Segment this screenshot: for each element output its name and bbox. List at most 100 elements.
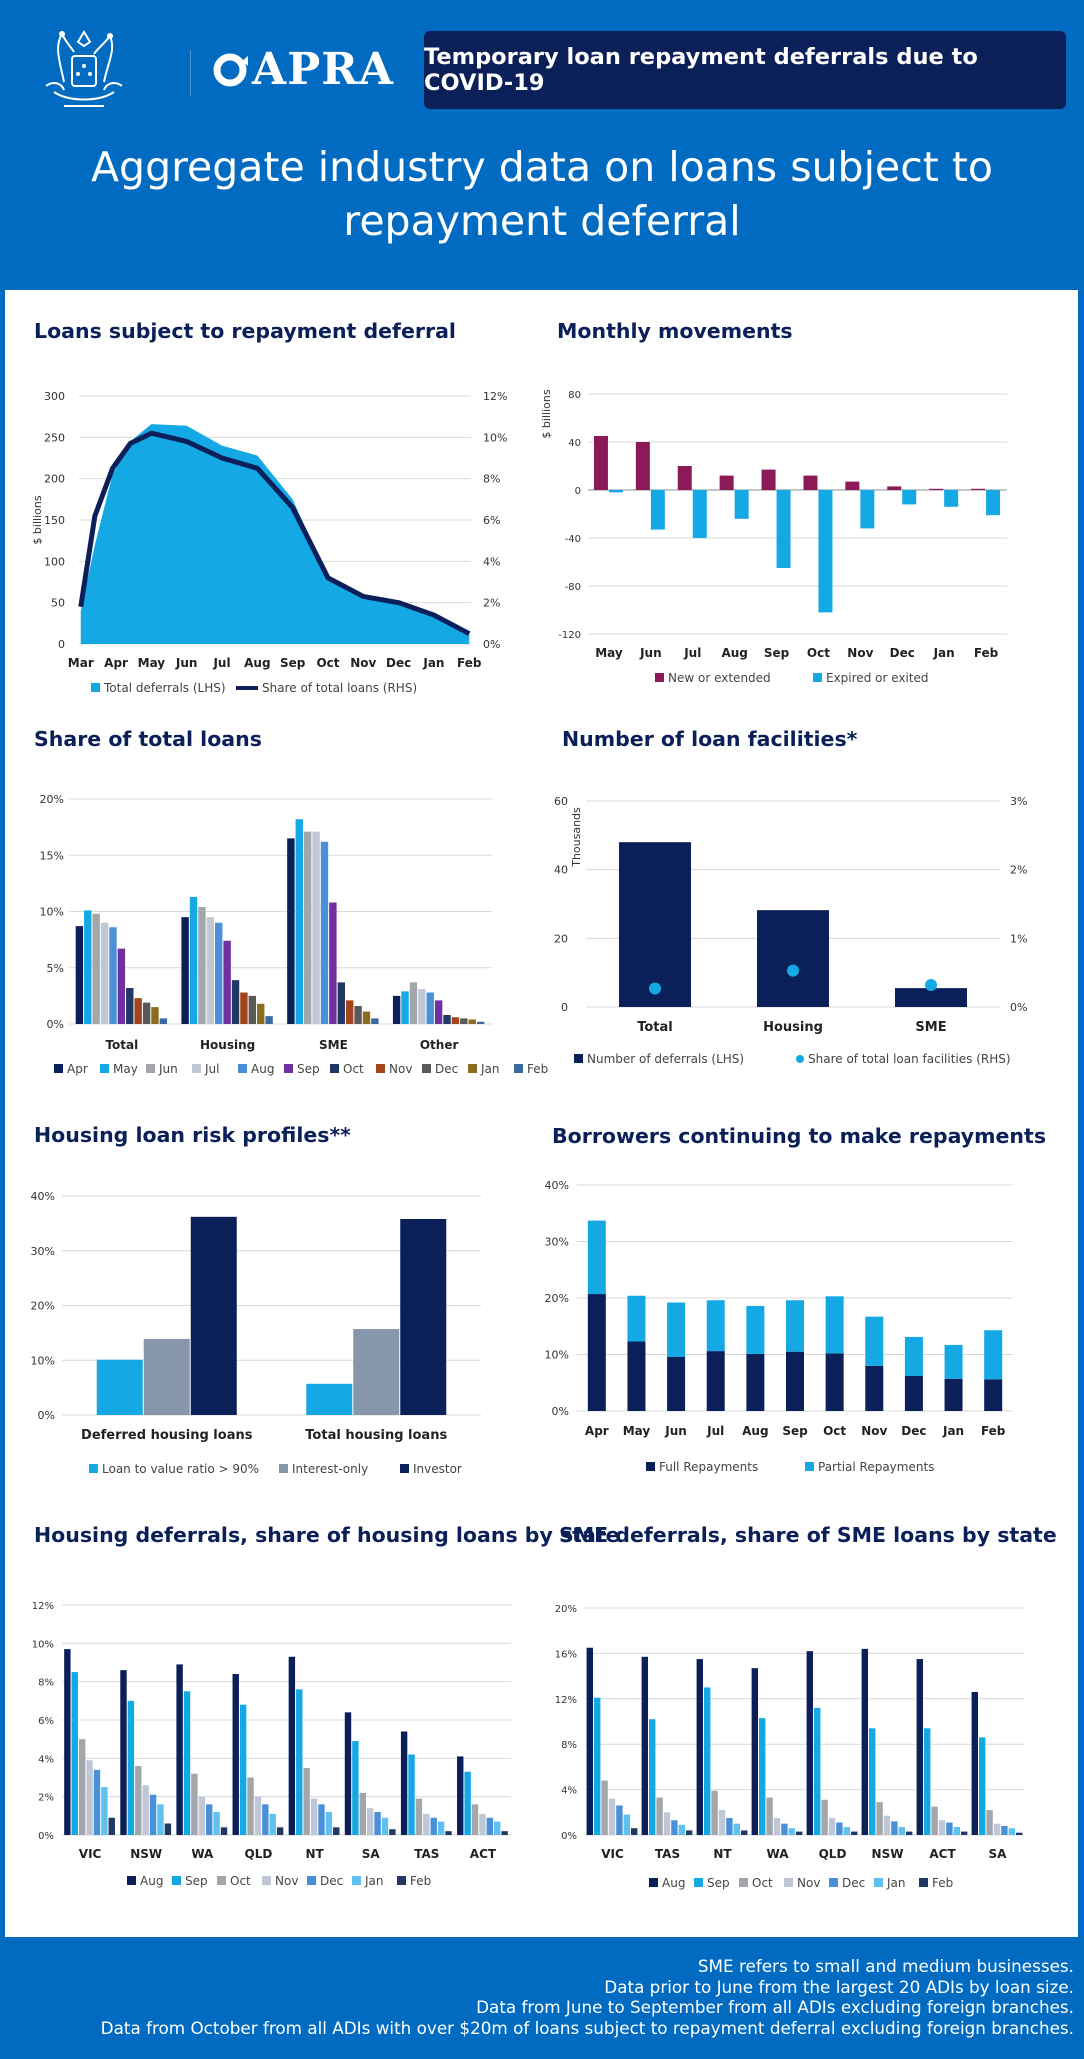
footer-note-1: SME refers to small and medium businesse… [697,1956,1074,1976]
sme-state-bar-dec [616,1805,623,1835]
movements-y-axis-label: $ billions [540,389,553,438]
movements-tick-label: 40 [568,438,581,449]
movements-bar-new [803,475,818,490]
housing-state-bar-jan [101,1787,108,1835]
risk-tick-label: 0% [38,1409,55,1422]
sme-state-bar-oct [766,1797,773,1835]
footer-note-4: Data from October from all ADIs with ove… [100,2017,1074,2038]
repayments-bar-partial [786,1300,804,1352]
housing-state-x-label: SA [362,1847,381,1861]
share-legend-label: Jul [204,1062,219,1076]
repayments-x-label: Nov [861,1424,887,1438]
share-bar-dec [460,1018,468,1024]
share-tick-label: 10% [40,906,64,919]
housing-state-bar-feb [389,1829,396,1835]
repayments-bar-partial [627,1295,646,1342]
repayments-legend-label: Full Repayments [659,1460,758,1474]
share-bar-jan [362,1011,371,1024]
facilities-x-label: Housing [763,1020,823,1035]
housing-state-bar-oct [78,1739,86,1835]
housing-state-x-label: WA [191,1847,214,1861]
facilities-share-dot [787,964,799,977]
sme-state-bar-dec [726,1817,733,1835]
sme-state-bar-sep [814,1707,821,1835]
share-bar-jun [409,982,418,1024]
share-bar-jul [312,831,320,1024]
movements-tick-label: -80 [565,582,581,593]
sme-state-bar-sep [759,1718,766,1835]
deferrals-y-axis-label: $ billions [31,495,44,544]
repayments-legend-label: Partial Repayments [818,1460,934,1474]
share-legend-swatch [100,1064,109,1073]
sme-state-bar-oct [601,1780,608,1835]
share-legend-label: Sep [297,1062,320,1076]
housing-state-legend-label: Oct [230,1874,251,1888]
housing-state-bar-dec [262,1804,269,1835]
facilities-bar [895,988,967,1007]
housing-state-legend-swatch [262,1876,271,1885]
movements-legend-label: New or extended [668,671,771,685]
housing-state-legend-swatch [307,1876,316,1885]
share-bar-nov [240,992,248,1024]
movements-bar-expired [818,490,833,613]
housing-state-bar-nov [479,1813,486,1835]
housing-state-bar-feb [333,1827,340,1835]
housing-state-bar-oct [303,1767,310,1835]
repayments-tick-label: 20% [545,1292,569,1305]
housing-state-x-label: VIC [79,1847,102,1861]
movements-bar-expired [692,490,707,538]
share-legend-swatch [192,1064,201,1073]
sme-state-legend-label: Aug [662,1876,685,1890]
sme-state-tick-label: 8% [561,1740,577,1751]
facilities-bar [619,842,691,1007]
share-bar-jan [257,1003,265,1024]
repayments-bar-full [706,1351,725,1411]
sme-state-bar-nov [773,1817,781,1835]
sme-state-legend-label: Jan [886,1876,906,1890]
share-bar-aug [320,841,329,1024]
sme-state-bar-aug [751,1668,758,1835]
sme-state-bar-dec [781,1823,788,1835]
risk-bar [96,1359,143,1415]
movements-tick-label: -120 [558,630,581,641]
sme-state-bar-feb [851,1831,858,1835]
share-legend-swatch [284,1064,293,1073]
share-bar-sep [117,948,126,1024]
share-bar-jun [198,907,206,1024]
deferrals-x-label: Aug [244,656,270,670]
housing-state-bar-nov [310,1798,318,1835]
chart-title-share: Share of total loans [34,727,262,751]
share-bar-nov [451,1017,460,1024]
share-legend-swatch [376,1064,385,1073]
share-bar-jun [303,831,312,1024]
movements-bar-expired [650,490,665,530]
sme-state-legend-label: Feb [932,1876,953,1890]
share-bar-apr [392,995,401,1024]
sme-state-bar-oct [711,1790,718,1835]
housing-state-x-label: QLD [245,1847,273,1861]
sme-state-x-label: NT [713,1847,732,1861]
repayments-bar-partial [825,1296,844,1354]
sme-state-legend-swatch [919,1878,928,1887]
deferrals-right-tick-label: 6% [483,514,500,527]
sme-state-bar-aug [916,1659,923,1835]
repayments-bar-full [904,1375,923,1411]
repayments-x-label: Sep [782,1424,808,1438]
deferrals-x-label: Sep [280,656,306,670]
apra-logo-text: APRA [252,44,394,95]
chart-title-repayments: Borrowers continuing to make repayments [552,1124,1047,1148]
housing-state-bar-aug [232,1674,239,1835]
housing-state-bar-feb [276,1827,284,1835]
deferrals-x-label: Dec [386,656,411,670]
housing-state-bar-nov [366,1808,374,1835]
housing-state-bar-sep [71,1672,78,1835]
sme-state-tick-label: 20% [555,1604,577,1615]
risk-legend-label: Interest-only [292,1462,368,1476]
repayments-tick-label: 0% [552,1405,569,1418]
share-legend-label: Jan [480,1062,500,1076]
sme-state-bar-jan [953,1827,960,1835]
housing-state-bar-nov [254,1796,262,1835]
share-bar-aug [109,927,117,1024]
deferrals-x-label: Apr [104,656,128,670]
movements-bar-new [593,436,608,490]
